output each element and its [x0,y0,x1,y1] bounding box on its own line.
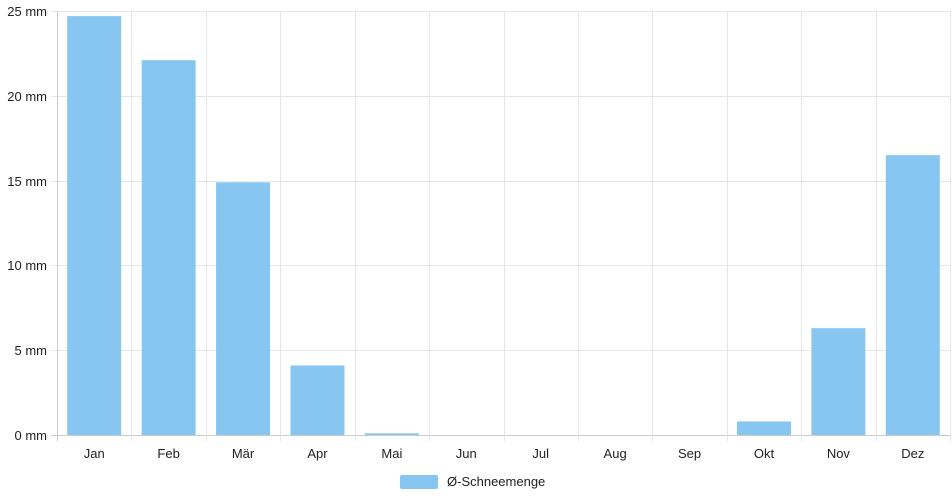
bars-layer [67,16,940,436]
x-tick-label: Mai [381,446,402,461]
y-tick-label: 0 mm [15,428,48,443]
x-tick-label: Aug [604,446,627,461]
y-axis-ticks: 0 mm 5 mm 10 mm 15 mm 20 mm 25 mm [7,4,47,443]
y-tick-label: 10 mm [7,258,47,273]
bar-nov[interactable] [811,328,866,435]
x-tick-label: Jan [84,446,105,461]
bar-dez[interactable] [885,155,940,435]
x-tick-label: Dez [901,446,924,461]
bar-mai[interactable] [364,433,419,435]
x-tick-label: Apr [307,446,328,461]
bar-mär[interactable] [216,182,271,435]
x-tick-label: Jul [532,446,549,461]
legend-swatch [400,475,438,489]
x-tick-label: Okt [754,446,775,461]
bar-jan[interactable] [67,16,122,435]
grid-layer [51,11,951,441]
y-tick-label: 5 mm [15,343,48,358]
x-axis-ticks: Jan Feb Mär Apr Mai Jun Jul Aug Sep Okt Nov Dez [84,446,925,461]
y-tick-label: 25 mm [7,4,47,19]
y-tick-label: 15 mm [7,174,47,189]
y-tick-label: 20 mm [7,89,47,104]
x-tick-label: Mär [232,446,255,461]
legend[interactable]: Ø-Schneemenge [400,474,545,489]
x-tick-label: Jun [456,446,477,461]
bar-okt[interactable] [736,421,791,435]
x-tick-label: Feb [157,446,179,461]
legend-label: Ø-Schneemenge [447,474,545,489]
x-tick-label: Nov [827,446,851,461]
bar-apr[interactable] [290,365,345,435]
bar-feb[interactable] [141,60,196,436]
x-tick-label: Sep [678,446,701,461]
